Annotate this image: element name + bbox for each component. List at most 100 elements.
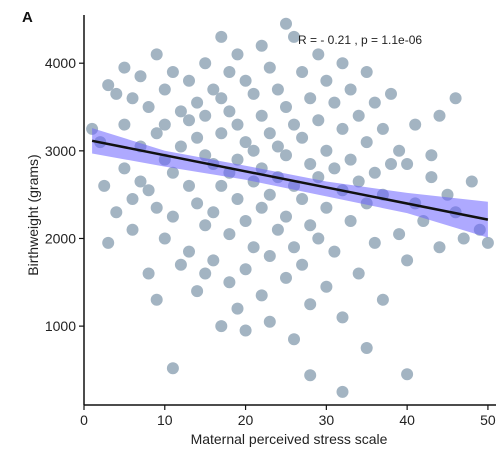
data-point bbox=[231, 193, 244, 205]
y-axis-title: Birthweight (grams) bbox=[25, 154, 41, 275]
data-point bbox=[288, 118, 300, 131]
y-tick-label: 2000 bbox=[45, 230, 76, 246]
x-tick-label: 0 bbox=[80, 412, 88, 428]
data-point bbox=[207, 83, 220, 96]
data-point bbox=[239, 324, 252, 337]
x-axis-title: Maternal perceived stress scale bbox=[191, 431, 388, 447]
data-point bbox=[199, 219, 212, 232]
regression-line-layer bbox=[91, 139, 489, 221]
data-point bbox=[183, 74, 195, 87]
x-axis-ticks: 0 10 20 30 40 50 bbox=[80, 405, 496, 428]
data-point bbox=[126, 92, 139, 105]
data-point bbox=[433, 241, 446, 254]
data-point bbox=[312, 48, 325, 61]
y-tick-label: 4000 bbox=[45, 55, 76, 71]
data-point bbox=[183, 179, 195, 192]
data-point bbox=[263, 250, 276, 262]
correlation-annotation: R = - 0.21 , p = 1.1e-06 bbox=[298, 33, 422, 47]
data-point bbox=[110, 87, 123, 100]
data-point bbox=[215, 179, 228, 192]
data-point bbox=[239, 263, 252, 276]
data-point bbox=[304, 219, 317, 232]
data-point bbox=[336, 57, 349, 70]
data-point bbox=[304, 298, 317, 311]
data-point bbox=[158, 83, 171, 96]
data-point bbox=[215, 92, 228, 105]
data-point bbox=[320, 280, 333, 293]
data-point bbox=[247, 87, 260, 100]
data-point bbox=[368, 96, 381, 109]
x-tick-label: 20 bbox=[238, 412, 254, 428]
data-point bbox=[150, 293, 163, 306]
data-point bbox=[110, 206, 123, 219]
data-point bbox=[304, 92, 317, 105]
data-point bbox=[401, 368, 414, 381]
data-point bbox=[263, 61, 276, 74]
data-point bbox=[166, 66, 179, 78]
data-point bbox=[328, 245, 341, 258]
data-point bbox=[191, 197, 204, 210]
data-point bbox=[336, 122, 349, 135]
data-point bbox=[118, 118, 131, 131]
data-point bbox=[280, 149, 292, 162]
data-point bbox=[368, 236, 381, 249]
data-point bbox=[296, 258, 309, 271]
data-point bbox=[174, 258, 187, 271]
data-point bbox=[239, 136, 252, 149]
data-point bbox=[425, 171, 438, 184]
data-point bbox=[401, 158, 414, 170]
data-point bbox=[223, 66, 236, 78]
data-point bbox=[223, 276, 236, 289]
data-point bbox=[465, 175, 478, 188]
data-point bbox=[199, 267, 212, 280]
y-tick-label: 3000 bbox=[45, 143, 76, 159]
data-point bbox=[296, 66, 309, 78]
data-point bbox=[352, 267, 365, 280]
data-point bbox=[247, 144, 260, 157]
data-point bbox=[320, 201, 333, 214]
data-point bbox=[231, 118, 244, 131]
data-point bbox=[376, 293, 389, 306]
data-point bbox=[393, 144, 406, 157]
data-point bbox=[263, 127, 276, 140]
plot-area bbox=[86, 17, 494, 398]
panel-label: A bbox=[22, 9, 33, 26]
data-point bbox=[336, 385, 349, 398]
data-point bbox=[215, 30, 228, 43]
data-point bbox=[296, 193, 309, 205]
data-point bbox=[183, 245, 195, 258]
data-point bbox=[231, 153, 244, 166]
data-point bbox=[344, 215, 357, 227]
x-tick-label: 40 bbox=[399, 412, 415, 428]
data-point bbox=[231, 48, 244, 61]
data-point bbox=[385, 158, 397, 170]
data-point bbox=[255, 39, 268, 52]
data-point bbox=[166, 362, 179, 375]
data-point bbox=[215, 127, 228, 140]
data-point bbox=[271, 223, 284, 236]
data-point bbox=[409, 118, 422, 131]
confidence-band bbox=[92, 128, 488, 238]
data-point bbox=[288, 30, 300, 43]
data-point bbox=[118, 162, 131, 175]
data-point bbox=[481, 236, 494, 249]
data-point bbox=[166, 166, 179, 179]
data-point bbox=[102, 236, 115, 249]
data-point bbox=[288, 333, 300, 346]
data-point bbox=[320, 144, 333, 157]
data-point bbox=[239, 215, 252, 227]
data-point bbox=[199, 57, 212, 70]
data-point bbox=[199, 109, 212, 122]
data-point bbox=[328, 162, 341, 175]
data-point bbox=[280, 271, 292, 284]
data-point bbox=[457, 232, 470, 245]
data-point bbox=[280, 17, 292, 30]
data-point bbox=[223, 228, 236, 241]
data-point bbox=[425, 149, 438, 162]
data-point bbox=[352, 175, 365, 188]
y-axis-ticks: 1000 2000 3000 4000 bbox=[45, 55, 84, 334]
data-point bbox=[134, 70, 147, 83]
x-tick-label: 50 bbox=[480, 412, 496, 428]
data-point bbox=[271, 83, 284, 96]
